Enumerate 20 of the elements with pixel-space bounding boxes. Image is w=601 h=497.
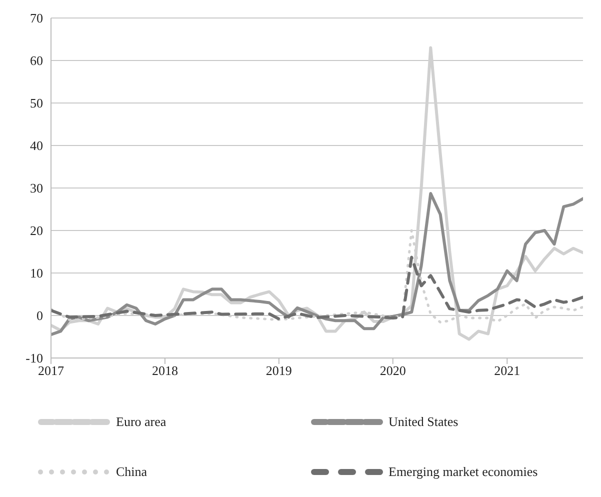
x-tick-label: 2017: [38, 363, 64, 378]
x-tick-label: 2019: [266, 363, 292, 378]
y-tick-label: 50: [30, 96, 43, 111]
x-tick-label: 2020: [380, 363, 406, 378]
y-tick-label: 40: [30, 138, 43, 154]
y-tick-label: -10: [26, 350, 43, 366]
legend-label: China: [116, 464, 148, 480]
legend-label: Euro area: [116, 414, 166, 430]
x-tick-label: 2018: [152, 363, 178, 378]
y-tick-label: 30: [30, 180, 43, 196]
y-tick-label: 60: [30, 53, 43, 68]
y-tick-label: 10: [30, 266, 43, 281]
legend-label: Emerging market economies: [388, 464, 538, 480]
legend-label: United States: [388, 414, 458, 430]
line-series: [51, 256, 583, 320]
y-tick-label: 20: [30, 223, 43, 238]
y-tick-label: 0: [36, 308, 43, 324]
line-series: [51, 192, 583, 336]
x-tick-label: 2021: [494, 363, 520, 378]
y-tick-label: 70: [30, 10, 43, 26]
